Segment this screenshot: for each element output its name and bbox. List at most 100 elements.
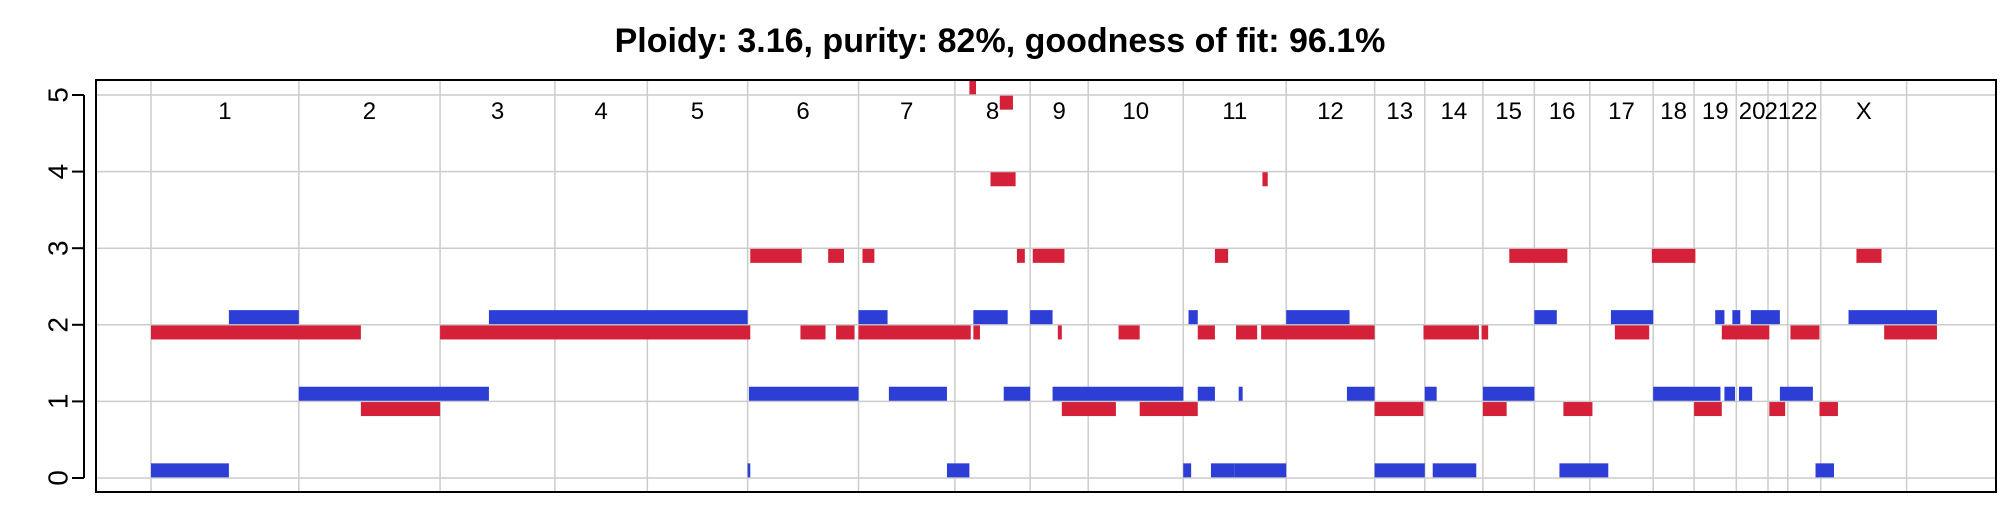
minor-allele-segment xyxy=(1432,463,1477,478)
major-allele-segment xyxy=(1884,325,1937,340)
major-allele-segment xyxy=(969,80,976,95)
chromosome-label: 4 xyxy=(594,98,607,125)
major-allele-segment xyxy=(1509,248,1568,263)
chromosome-label: 8 xyxy=(986,98,999,125)
chart-title: Ploidy: 3.16, purity: 82%, goodness of f… xyxy=(615,22,1386,60)
major-allele-segment xyxy=(1819,402,1838,417)
minor-allele-segment xyxy=(1197,386,1215,401)
major-allele-segment xyxy=(1721,325,1770,340)
minor-allele-segment xyxy=(1234,463,1287,478)
major-allele-segment xyxy=(1262,172,1268,187)
minor-allele-segment xyxy=(1779,386,1813,401)
minor-allele-segment xyxy=(488,310,748,325)
major-allele-segment xyxy=(360,402,441,417)
grid-layer xyxy=(96,80,1996,492)
major-allele-segment xyxy=(750,248,802,263)
major-allele-segment xyxy=(1197,325,1215,340)
chromosome-label: 22 xyxy=(1791,98,1818,125)
minor-allele-segment xyxy=(1534,310,1557,325)
major-allele-segment xyxy=(1790,325,1820,340)
chromosome-label: 9 xyxy=(1052,98,1065,125)
major-allele-segment xyxy=(828,248,844,263)
major-allele-segment xyxy=(1614,325,1650,340)
chromosome-label-layer: 1 2 3 4 5 6 7 8 9 10 11 12 13 14 15 16 17 18 19 20 21 22 X xyxy=(218,98,1871,125)
chromosome-label: 18 xyxy=(1660,98,1687,125)
chromosome-label: 10 xyxy=(1122,98,1149,125)
major-allele-segment xyxy=(973,325,980,340)
chromosome-label: 15 xyxy=(1495,98,1522,125)
major-allele-segment xyxy=(1423,325,1479,340)
major-allele-segment xyxy=(440,325,751,340)
minor-allele-segment xyxy=(946,463,970,478)
chromosome-label: 14 xyxy=(1440,98,1467,125)
major-allele-segment xyxy=(800,325,826,340)
minor-allele-segment xyxy=(1238,386,1243,401)
y-tick-label: 3 xyxy=(43,240,74,256)
minor-allele-segment xyxy=(1815,463,1834,478)
minor-allele-segment xyxy=(1610,310,1654,325)
chromosome-label: 21 xyxy=(1765,98,1792,125)
major-allele-segment xyxy=(1236,325,1258,340)
chromosome-label: 7 xyxy=(900,98,913,125)
chromosome-label: 13 xyxy=(1386,98,1413,125)
major-allele-segment xyxy=(1769,402,1786,417)
y-tick-label: 1 xyxy=(43,394,74,410)
minor-allele-segment xyxy=(151,463,229,478)
y-tick-label: 5 xyxy=(43,87,74,103)
minor-allele-segment xyxy=(1482,386,1535,401)
y-axis: 0 1 2 3 4 5 xyxy=(43,87,85,486)
chromosome-label: 3 xyxy=(491,98,504,125)
major-allele-segment xyxy=(1563,402,1593,417)
major-allele-segment xyxy=(1374,402,1424,417)
minor-allele-segment xyxy=(1286,310,1350,325)
minor-allele-segment xyxy=(228,310,299,325)
minor-allele-segment xyxy=(1724,386,1735,401)
minor-allele-segment xyxy=(888,386,947,401)
major-allele-segment xyxy=(1061,402,1116,417)
minor-allele-segment xyxy=(1346,386,1375,401)
minor-allele-segment xyxy=(1653,386,1721,401)
major-allele-segment xyxy=(1651,248,1696,263)
major-allele-segment xyxy=(836,325,855,340)
minor-allele-segment xyxy=(1188,310,1198,325)
chromosome-label: 1 xyxy=(218,98,231,125)
plot-frame xyxy=(95,79,1997,493)
minor-allele-segment xyxy=(1559,463,1609,478)
chromosome-label: 11 xyxy=(1222,98,1247,125)
chromosome-label: 20 xyxy=(1739,98,1766,125)
minor-allele-segment xyxy=(1732,310,1741,325)
segment-layer xyxy=(151,80,1937,478)
major-allele-segment xyxy=(1214,248,1229,263)
minor-allele-segment xyxy=(1738,386,1753,401)
minor-allele-segment xyxy=(1424,386,1437,401)
minor-allele-segment xyxy=(1210,463,1235,478)
major-allele-segment xyxy=(1032,248,1065,263)
chromosome-label: 5 xyxy=(691,98,704,125)
chromosome-label: 19 xyxy=(1702,98,1729,125)
y-tick-label: 2 xyxy=(43,317,74,333)
major-allele-segment xyxy=(151,325,361,340)
chromosome-label: 16 xyxy=(1549,98,1576,125)
minor-allele-segment xyxy=(973,310,1008,325)
major-allele-segment xyxy=(1118,325,1140,340)
minor-allele-segment xyxy=(1750,310,1780,325)
major-allele-segment xyxy=(999,95,1013,110)
major-allele-segment xyxy=(1856,248,1882,263)
chromosome-label: 6 xyxy=(796,98,809,125)
minor-allele-segment xyxy=(1003,386,1031,401)
major-allele-segment xyxy=(1481,325,1489,340)
minor-allele-segment xyxy=(1052,386,1184,401)
chromosome-label: 12 xyxy=(1317,98,1344,125)
major-allele-segment xyxy=(990,172,1016,187)
major-allele-segment xyxy=(1057,325,1062,340)
y-tick-label: 4 xyxy=(43,164,74,180)
minor-allele-segment xyxy=(298,386,489,401)
minor-allele-segment xyxy=(858,310,888,325)
major-allele-segment xyxy=(1694,402,1722,417)
major-allele-segment xyxy=(1261,325,1375,340)
minor-allele-segment xyxy=(1715,310,1725,325)
minor-allele-segment xyxy=(1030,310,1053,325)
minor-allele-segment xyxy=(748,386,859,401)
